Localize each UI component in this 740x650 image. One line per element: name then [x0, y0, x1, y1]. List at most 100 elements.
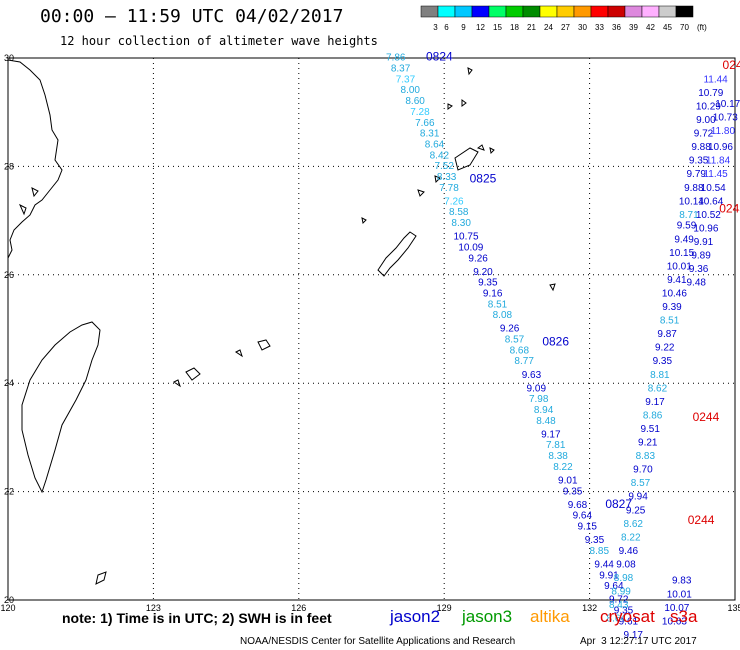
legend-tick-label: 15: [493, 23, 502, 32]
wave-height-value: 9.35: [563, 486, 583, 497]
wave-height-value: 9.72: [609, 595, 629, 606]
generated-timestamp: Apr 3 12:27:17 UTC 2017: [580, 636, 697, 647]
legend-tick-label: 6: [444, 23, 449, 32]
wave-height-value: 9.91: [599, 570, 619, 581]
wave-height-value: 9.20: [473, 267, 493, 278]
coastline: [7, 59, 556, 585]
legend-swatch: [658, 5, 677, 18]
wave-height-value: 8.22: [621, 532, 641, 543]
china-coast: [7, 59, 63, 259]
pass-number-label: 0827: [605, 497, 632, 511]
taiwan-outline: [21, 321, 101, 494]
pass-number-label: 0826: [542, 334, 569, 348]
wave-height-value: 10.14: [679, 196, 704, 207]
legend-swatch: [420, 5, 439, 18]
legend-tick-label: 42: [646, 23, 655, 32]
wave-height-value: 9.91: [694, 237, 714, 248]
legend-swatch: [675, 5, 694, 18]
wave-height-value: 9.09: [527, 383, 547, 394]
wave-height-value: 9.17: [645, 397, 665, 408]
pass-number-label: 024: [723, 58, 740, 72]
wave-height-value: 9.64: [573, 511, 593, 522]
wave-height-value: 8.57: [631, 478, 651, 489]
wave-height-value: 9.16: [483, 288, 503, 299]
wave-height-value: 8.86: [643, 410, 663, 421]
wave-height-value: 8.60: [405, 96, 425, 107]
lon-tick-label: 135: [727, 603, 740, 613]
wave-height-value: 9.94: [628, 492, 648, 503]
wave-height-value: 7.26: [444, 196, 464, 207]
map-title: 00:00 – 11:59 UTC 04/02/2017: [40, 6, 344, 27]
wave-height-value: 8.08: [493, 310, 513, 321]
legend-jason2: jason2: [390, 607, 441, 626]
legend-swatch: [590, 5, 609, 18]
wave-height-value: 8.48: [536, 416, 556, 427]
wave-height-value: 9.46: [619, 546, 639, 557]
wave-height-value: 8.77: [514, 356, 534, 367]
wave-height-value: 10.01: [667, 261, 692, 272]
wave-height-value: 8.68: [510, 345, 530, 356]
legend-swatch: [522, 5, 541, 18]
wave-height-value: 9.17: [541, 429, 561, 440]
legend-swatch: [471, 5, 490, 18]
wave-height-value: 8.71: [679, 210, 699, 221]
wave-height-value: 8.62: [648, 383, 668, 394]
pass-number-label: 0244: [688, 513, 715, 527]
legend-tick-label: 27: [561, 23, 570, 32]
map-subtitle: 12 hour collection of altimeter wave hei…: [60, 34, 378, 48]
lat-tick-label: 28: [4, 161, 14, 171]
lon-tick-label: 123: [146, 603, 161, 613]
wave-height-value: 7.37: [396, 74, 416, 85]
lon-tick-label: 132: [582, 603, 597, 613]
wave-height-value: 7.66: [415, 118, 435, 129]
wave-height-value: 10.46: [662, 288, 687, 299]
legend-s3a: s3a: [670, 607, 698, 626]
legend-tick-label: 36: [612, 23, 621, 32]
legend-altika: altika: [530, 607, 570, 626]
legend-tick-label: 21: [527, 23, 536, 32]
lat-tick-label: 20: [4, 595, 14, 605]
legend-swatch: [607, 5, 626, 18]
pass-number-label: 0244: [693, 410, 720, 424]
pass-number-label: 0824: [426, 50, 453, 64]
wave-height-value: 10.73: [713, 112, 738, 123]
wave-height-value: 9.35: [585, 535, 605, 546]
wave-height-value: 8.33: [437, 172, 457, 183]
lat-tick-label: 26: [4, 270, 14, 280]
legend-tick-label: 45: [663, 23, 672, 32]
wave-height-value: 10.79: [698, 88, 723, 99]
altimeter-tracks: 7.868.377.378.008.607.287.668.318.648.42…: [386, 53, 740, 641]
wave-height-value: 10.96: [708, 142, 733, 153]
wave-height-value: 9.35: [614, 606, 634, 617]
wave-height-value: 10.01: [667, 589, 692, 600]
wave-height-value: 8.62: [623, 519, 643, 530]
wave-height-value: 9.21: [638, 438, 658, 449]
legend-tick-label: 39: [629, 23, 638, 32]
wave-height-value: 11.45: [703, 169, 728, 180]
wave-height-value: 10.54: [701, 183, 726, 194]
okinawa-outline: [377, 231, 417, 277]
lon-tick-label: 129: [437, 603, 452, 613]
wave-height-value: 8.81: [650, 370, 670, 381]
wave-height-value: 7.52: [434, 161, 454, 172]
legend-swatch: [539, 5, 558, 18]
legend-tick-label: 12: [476, 23, 485, 32]
wave-height-value: 8.64: [607, 614, 627, 625]
wave-height-value: 8.58: [449, 207, 469, 218]
legend-tick-label: 70: [680, 23, 689, 32]
wave-height-value: 9.88: [684, 183, 704, 194]
wave-height-value: 9.44: [594, 559, 614, 570]
wave-height-value: 9.87: [657, 329, 677, 340]
wave-height-value: 7.28: [410, 107, 430, 118]
legend-jason3: jason3: [462, 607, 513, 626]
wave-height-value: 8.83: [636, 451, 656, 462]
color-scale-legend: 3 6 9 12 15 18 21 24 27 30 33 36 39 42 45 70 (ft): [420, 5, 707, 32]
wave-height-value: 8.64: [425, 139, 445, 150]
legend-tick-label: 9: [461, 23, 466, 32]
wave-height-value: 9.35: [653, 356, 673, 367]
legend-swatch: [556, 5, 575, 18]
legend-swatch: [437, 5, 456, 18]
wave-height-value: 11.84: [706, 156, 731, 167]
legend-swatch: [641, 5, 660, 18]
wave-height-value: 7.81: [546, 440, 566, 451]
